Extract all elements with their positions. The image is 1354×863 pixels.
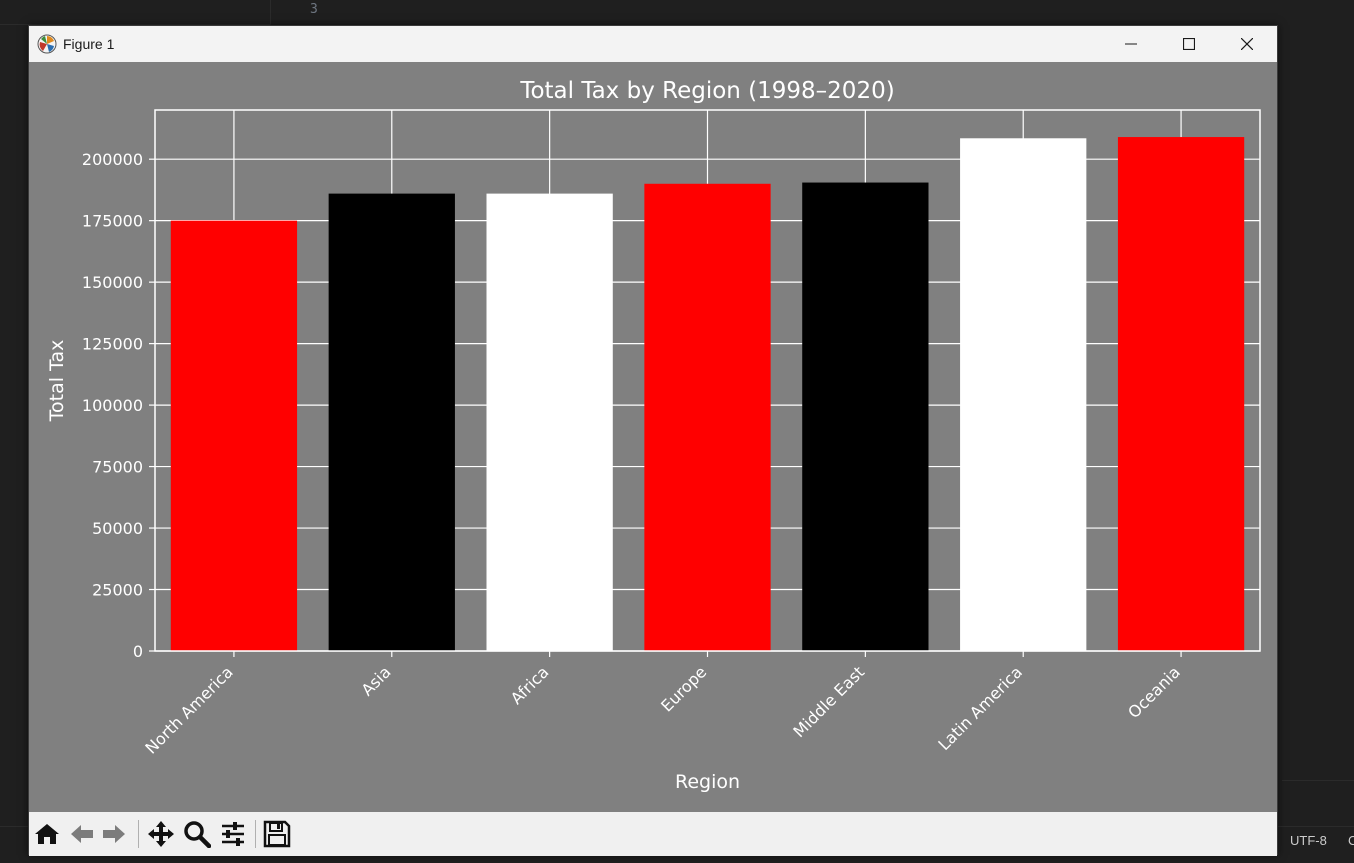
bar-middle-east (802, 182, 929, 651)
maximize-button[interactable] (1160, 26, 1218, 62)
close-icon (1241, 38, 1253, 50)
home-button[interactable] (32, 820, 62, 848)
save-icon (263, 820, 291, 848)
configure-subplots-button[interactable] (218, 820, 248, 848)
x-tick-label: Asia (357, 662, 394, 699)
y-tick-label: 150000 (82, 273, 143, 292)
navigation-toolbar (29, 812, 1277, 856)
bar-asia (328, 193, 455, 652)
bar-latin-america (960, 138, 1087, 651)
y-axis-label: Total Tax (46, 340, 68, 423)
y-tick-label: 200000 (82, 150, 143, 169)
x-tick-label: Middle East (789, 662, 868, 741)
window-titlebar[interactable]: Figure 1 (29, 26, 1277, 62)
zoom-icon (184, 821, 211, 848)
maximize-icon (1183, 38, 1195, 50)
pan-button[interactable] (146, 820, 176, 848)
plot-canvas[interactable]: Total Tax by Region (1998–2020) 0 25000 500… (29, 62, 1277, 812)
pan-icon (148, 821, 174, 847)
configure-subplots-icon (222, 822, 244, 846)
back-button[interactable] (67, 820, 97, 848)
y-tick-label: 175000 (82, 212, 143, 231)
home-icon (35, 824, 59, 844)
bar-oceania (1117, 137, 1245, 652)
bar-chart: Total Tax by Region (1998–2020) 0 25000 500… (46, 78, 1261, 793)
zoom-button[interactable] (182, 820, 212, 848)
x-tick-label: North America (141, 662, 236, 757)
matplotlib-icon (37, 34, 57, 54)
close-button[interactable] (1218, 26, 1276, 62)
y-tick-label: 100000 (82, 396, 143, 415)
minimize-button[interactable] (1102, 26, 1160, 62)
y-tick-label: 25000 (92, 581, 143, 600)
window-title: Figure 1 (63, 36, 115, 52)
y-tick-label: 125000 (82, 335, 143, 354)
x-tick-label: Africa (507, 662, 553, 708)
save-button[interactable] (262, 820, 292, 848)
chart-title: Total Tax by Region (1998–2020) (519, 78, 894, 104)
back-arrow-icon (71, 825, 93, 843)
status-encoding[interactable]: UTF-8 (1290, 833, 1327, 848)
status-extra[interactable]: C (1348, 833, 1354, 848)
y-tick-label: 0 (133, 642, 143, 661)
figure-window: Figure 1 Total Tax by Region (1998–2020)… (28, 25, 1278, 856)
minimize-icon (1125, 43, 1137, 45)
panel-divider (1282, 780, 1354, 781)
x-axis-label: Region (675, 771, 740, 793)
bar-africa (486, 193, 613, 652)
line-number: 3 (310, 2, 318, 17)
x-tick-label: Latin America (934, 662, 1026, 754)
editor-tab-strip (0, 0, 271, 25)
y-tick-label: 50000 (92, 519, 143, 538)
forward-button[interactable] (99, 820, 129, 848)
bar-north-america (170, 220, 298, 651)
forward-arrow-icon (103, 825, 125, 843)
bar-europe (644, 183, 771, 651)
x-tick-label: Europe (657, 662, 710, 715)
y-tick-label: 75000 (92, 458, 143, 477)
x-tick-label: Oceania (1124, 662, 1184, 722)
toolbar-separator (255, 820, 256, 848)
toolbar-separator (138, 820, 139, 848)
